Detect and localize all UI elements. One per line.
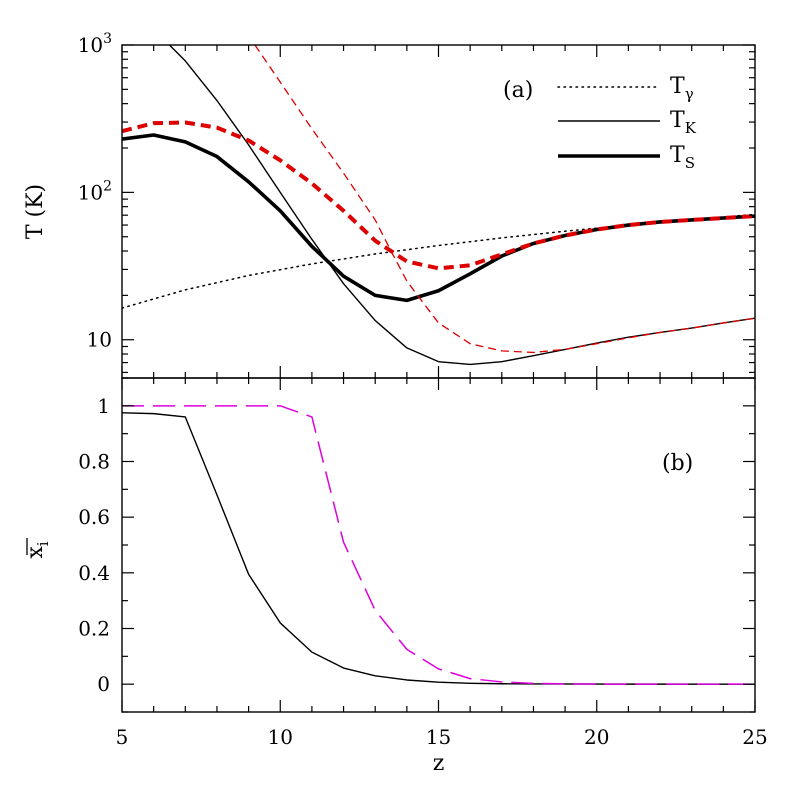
panel-a-ytick-label: 10 <box>87 328 112 352</box>
panel-a-frame <box>121 44 756 379</box>
series-line-T_K <box>168 45 755 366</box>
panel-a-ylabel: T (K) <box>23 184 48 239</box>
xlabel: z <box>433 751 445 776</box>
panel-a-label: (a) <box>503 78 533 103</box>
xtick-label: 15 <box>426 725 451 749</box>
panel-b-ytick-label: 0.2 <box>78 617 110 641</box>
xtick-label: 10 <box>268 725 293 749</box>
panel-b-ytick-label: 0 <box>97 672 110 696</box>
panel-a-ytick-label: 103 <box>78 31 112 57</box>
series-line-T_S_red <box>122 120 755 271</box>
series-line-x_black <box>122 412 755 685</box>
series-line-T_gamma <box>122 213 755 309</box>
legend-label: TS <box>670 143 695 172</box>
panel-b-ytick-label: 0.6 <box>78 505 110 529</box>
panel-b-label: (b) <box>662 451 693 476</box>
panel-b-series <box>122 405 755 685</box>
panel-b-ylabel: xi <box>23 541 52 558</box>
panel-b-ytick-label: 1 <box>97 394 110 418</box>
series-line-T_K_red <box>254 45 755 354</box>
xtick-label: 5 <box>116 725 129 749</box>
panel-b: 0 0.2 0.4 0.6 0.8 1 xi (b) <box>23 377 756 713</box>
panel-a: 10 102 103 T (K) (a) Tγ TK TS <box>23 31 756 379</box>
legend-label: Tγ <box>670 74 694 103</box>
panel-b-frame <box>121 377 756 713</box>
x-axis: 5 10 15 20 25 z <box>116 725 768 776</box>
series-line-x_magenta <box>122 405 755 685</box>
xtick-label: 20 <box>584 725 609 749</box>
panel-a-series <box>122 45 755 366</box>
panel-b-ytick-label: 0.8 <box>78 450 110 474</box>
xtick-label: 25 <box>742 725 767 749</box>
series-line-T_S <box>122 133 755 303</box>
legend: Tγ TK TS <box>557 74 697 172</box>
panel-b-ytick-label: 0.4 <box>78 561 110 585</box>
panel-a-ytick-label: 102 <box>78 178 112 204</box>
legend-label: TK <box>670 108 697 137</box>
